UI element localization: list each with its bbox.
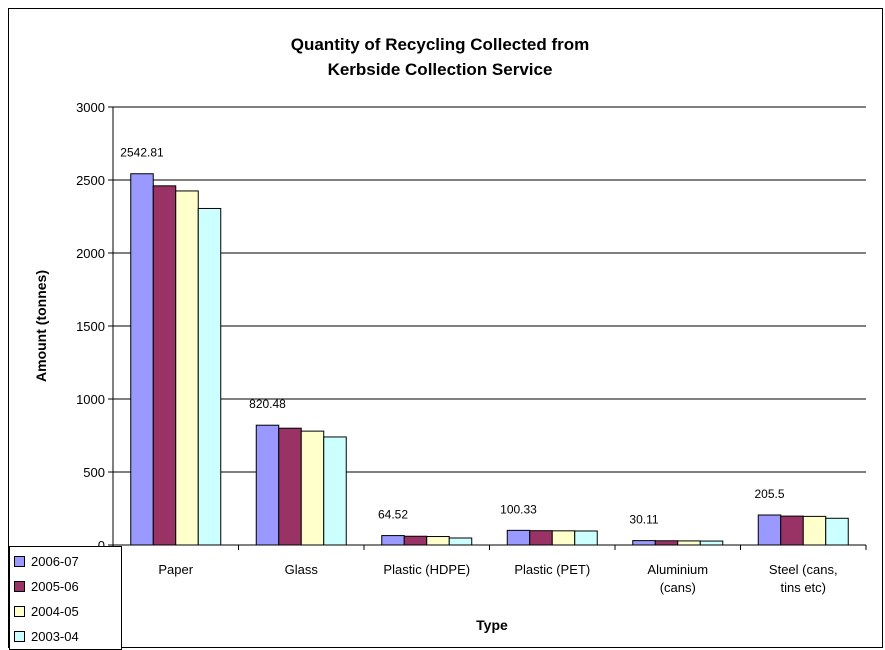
chart-title-line: Kerbside Collection Service xyxy=(328,60,553,79)
data-label: 64.52 xyxy=(378,508,408,522)
data-label: 205.5 xyxy=(754,487,784,501)
data-label: 30.11 xyxy=(629,513,658,527)
x-axis-title: Type xyxy=(476,617,508,633)
legend-swatch xyxy=(14,580,25,592)
y-axis-title: Amount (tonnes) xyxy=(33,270,49,382)
x-tick-label: Steel (cans, xyxy=(769,562,838,577)
bar-2004-05 xyxy=(426,536,450,546)
bar-2006-07 xyxy=(757,514,782,546)
x-tick-label: Aluminium xyxy=(647,562,708,577)
legend-item: 2005-06 xyxy=(14,575,79,597)
bar-2005-06 xyxy=(780,515,804,546)
bar-2006-07 xyxy=(506,529,531,546)
legend-swatch xyxy=(14,630,25,642)
y-tick-label: 3000 xyxy=(76,100,105,115)
legend-item: 2004-05 xyxy=(14,600,79,622)
bar-2006-07 xyxy=(632,540,656,546)
legend-label: 2006-07 xyxy=(31,553,79,569)
bar-2003-04 xyxy=(574,530,598,546)
data-label: 2542.81 xyxy=(120,146,164,160)
legend: 2006-07 2005-06 2004-05 2003-04 xyxy=(9,546,122,650)
bar-2004-05 xyxy=(677,540,701,546)
data-label: 820.48 xyxy=(249,397,286,411)
legend-label: 2003-04 xyxy=(31,628,79,644)
bar-2005-06 xyxy=(403,535,428,546)
legend-swatch xyxy=(14,555,25,567)
legend-label: 2005-06 xyxy=(31,578,79,594)
x-tick-label: tins etc) xyxy=(780,580,826,595)
bar-2005-06 xyxy=(278,427,302,546)
bar-2003-04 xyxy=(323,436,347,546)
bar-2003-04 xyxy=(197,207,222,546)
legend-label: 2004-05 xyxy=(31,603,79,619)
legend-item: 2006-07 xyxy=(14,550,79,572)
y-tick-label: 1000 xyxy=(76,392,105,407)
bar-2004-05 xyxy=(175,190,199,546)
x-tick-label: (cans) xyxy=(660,580,696,595)
x-tick-label: Plastic (PET) xyxy=(514,562,590,577)
bar-2003-04 xyxy=(448,537,473,546)
y-tick-label: 2000 xyxy=(76,246,105,261)
bar-2004-05 xyxy=(300,430,325,546)
bar-2003-04 xyxy=(699,540,724,546)
bar-2006-07 xyxy=(130,173,154,546)
bar-2005-06 xyxy=(152,185,177,546)
x-tick-label: Plastic (HDPE) xyxy=(383,562,470,577)
bar-2005-06 xyxy=(529,530,553,546)
legend-swatch xyxy=(14,605,25,617)
y-tick-label: 500 xyxy=(83,465,105,480)
chart-title-line: Quantity of Recycling Collected from xyxy=(291,35,590,54)
y-tick-label: 2500 xyxy=(76,173,105,188)
bar-2006-07 xyxy=(381,535,405,546)
bar-2004-05 xyxy=(802,515,827,546)
x-tick-label: Paper xyxy=(158,562,193,577)
bar-2006-07 xyxy=(255,424,280,546)
bar-2004-05 xyxy=(551,530,576,546)
y-tick-label: 1500 xyxy=(76,319,105,334)
bar-2003-04 xyxy=(825,517,849,546)
x-tick-label: Glass xyxy=(285,562,319,577)
y-tick-label: 0 xyxy=(98,538,105,553)
data-label: 100.33 xyxy=(500,502,537,516)
bar-2005-06 xyxy=(654,540,679,546)
legend-item: 2003-04 xyxy=(14,625,79,647)
